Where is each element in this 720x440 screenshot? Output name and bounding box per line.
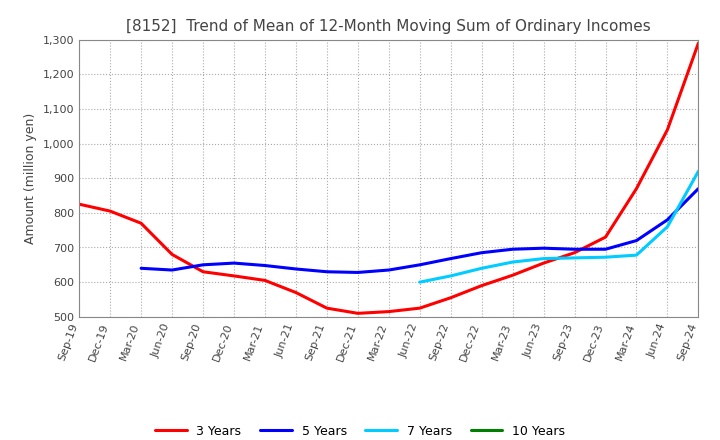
5 Years: [199, 262, 207, 268]
7 Years: [601, 255, 610, 260]
3 Years: [477, 283, 486, 288]
5 Years: [539, 246, 548, 251]
5 Years: [261, 263, 269, 268]
5 Years: [446, 256, 455, 261]
5 Years: [570, 246, 579, 252]
3 Years: [168, 252, 176, 257]
3 Years: [415, 305, 424, 311]
5 Years: [508, 246, 517, 252]
3 Years: [199, 269, 207, 275]
7 Years: [539, 256, 548, 261]
3 Years: [230, 273, 238, 279]
5 Years: [354, 270, 362, 275]
3 Years: [384, 309, 393, 314]
7 Years: [446, 273, 455, 279]
3 Years: [354, 311, 362, 316]
3 Years: [539, 260, 548, 266]
5 Years: [694, 186, 703, 191]
3 Years: [75, 202, 84, 207]
Line: 3 Years: 3 Years: [79, 43, 698, 313]
Y-axis label: Amount (million yen): Amount (million yen): [24, 113, 37, 244]
Legend: 3 Years, 5 Years, 7 Years, 10 Years: 3 Years, 5 Years, 7 Years, 10 Years: [150, 420, 570, 440]
3 Years: [137, 220, 145, 226]
3 Years: [694, 40, 703, 46]
5 Years: [137, 266, 145, 271]
3 Years: [261, 278, 269, 283]
3 Years: [446, 295, 455, 301]
5 Years: [477, 250, 486, 255]
7 Years: [632, 253, 641, 258]
3 Years: [632, 186, 641, 191]
3 Years: [570, 250, 579, 255]
3 Years: [508, 272, 517, 278]
3 Years: [663, 127, 672, 132]
5 Years: [230, 260, 238, 266]
7 Years: [694, 169, 703, 174]
5 Years: [168, 268, 176, 273]
5 Years: [601, 246, 610, 252]
3 Years: [323, 305, 331, 311]
7 Years: [415, 279, 424, 285]
5 Years: [292, 266, 300, 271]
5 Years: [384, 268, 393, 273]
5 Years: [415, 262, 424, 268]
3 Years: [601, 235, 610, 240]
3 Years: [106, 209, 114, 214]
Line: 5 Years: 5 Years: [141, 189, 698, 272]
Line: 7 Years: 7 Years: [420, 171, 698, 282]
7 Years: [508, 260, 517, 265]
Title: [8152]  Trend of Mean of 12-Month Moving Sum of Ordinary Incomes: [8152] Trend of Mean of 12-Month Moving …: [127, 19, 651, 34]
5 Years: [323, 269, 331, 275]
7 Years: [663, 224, 672, 229]
7 Years: [477, 266, 486, 271]
7 Years: [570, 255, 579, 260]
5 Years: [663, 217, 672, 222]
5 Years: [632, 238, 641, 243]
3 Years: [292, 290, 300, 295]
